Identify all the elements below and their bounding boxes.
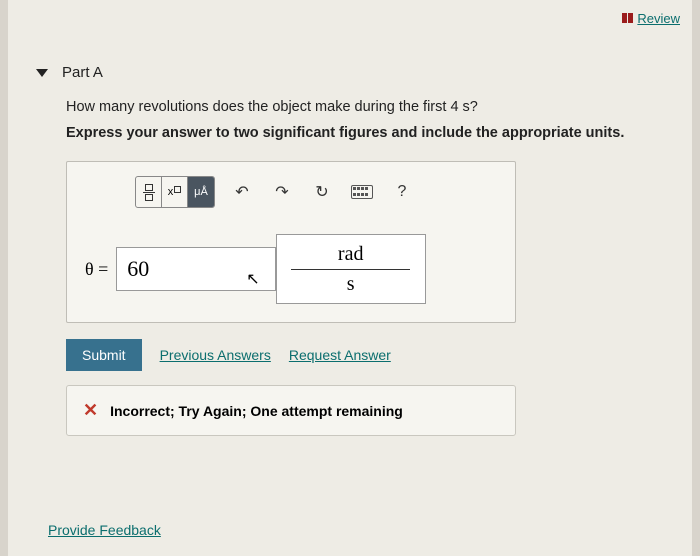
units-button[interactable]: μÅ (188, 177, 214, 207)
feedback-text: Incorrect; Try Again; One attempt remain… (110, 403, 403, 419)
feedback-message: ✕ Incorrect; Try Again; One attempt rema… (66, 385, 516, 436)
part-header[interactable]: Part A (8, 32, 692, 91)
fraction-bar (291, 269, 409, 270)
incorrect-icon: ✕ (83, 400, 98, 421)
provide-feedback-link[interactable]: Provide Feedback (48, 522, 161, 538)
formatting-toolbar: x μÅ ↶ ↷ ↻ ? (85, 176, 497, 208)
unit-numerator: rad (338, 243, 364, 266)
review-label: Review (637, 11, 680, 26)
review-link[interactable]: Review (622, 11, 680, 26)
help-button[interactable]: ? (389, 179, 415, 205)
unit-denominator: s (347, 273, 355, 296)
question-text: How many revolutions does the object mak… (66, 99, 634, 115)
part-title: Part A (62, 64, 103, 81)
instruction-text: Express your answer to two significant f… (66, 125, 634, 141)
flag-icon (622, 13, 633, 23)
undo-button[interactable]: ↶ (229, 179, 255, 205)
unit-input[interactable]: rad s (276, 234, 426, 304)
keyboard-button[interactable] (349, 179, 375, 205)
exponent-template-button[interactable]: x (162, 177, 188, 207)
answer-value-input[interactable] (116, 247, 276, 291)
keyboard-icon (351, 185, 373, 199)
fraction-template-button[interactable] (136, 177, 162, 207)
previous-answers-link[interactable]: Previous Answers (160, 347, 271, 363)
variable-label: θ = (85, 259, 108, 280)
request-answer-link[interactable]: Request Answer (289, 347, 391, 363)
answer-box: x μÅ ↶ ↷ ↻ ? θ = ↖ rad s (66, 161, 516, 323)
caret-down-icon (36, 69, 48, 77)
template-tool-group: x μÅ (135, 176, 215, 208)
submit-button[interactable]: Submit (66, 339, 142, 371)
redo-button[interactable]: ↷ (269, 179, 295, 205)
reset-button[interactable]: ↻ (309, 179, 335, 205)
